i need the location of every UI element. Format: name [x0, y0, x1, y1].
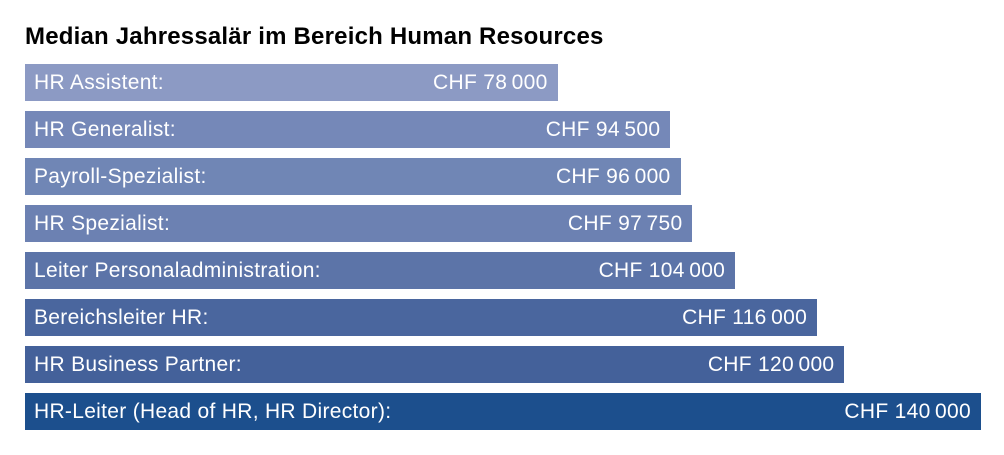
bar-value: CHF 78 000: [433, 70, 548, 94]
chart-title: Median Jahressalär im Bereich Human Reso…: [25, 23, 604, 50]
bar-label: Bereichsleiter HR:: [34, 305, 209, 329]
bar-value: CHF 104 000: [598, 258, 726, 282]
bar-label: HR Spezialist:: [34, 211, 171, 235]
bar-value: CHF 94 500: [545, 117, 661, 141]
bar-label: HR-Leiter (Head of HR, HR Director):: [34, 399, 392, 423]
bar-label: HR Assistent:: [34, 70, 164, 94]
bar-label: Leiter Personaladministration:: [34, 258, 321, 282]
bar-row: Payroll-Spezialist: CHF 96 000: [25, 158, 681, 195]
bar-value: CHF 140 000: [844, 399, 971, 423]
bar-label: HR Generalist:: [34, 117, 176, 141]
bar-row: Bereichsleiter HR: CHF 116 000: [25, 299, 818, 336]
bar-value: CHF 96 000: [555, 164, 671, 188]
bar-row: HR-Leiter (Head of HR, HR Director): CHF …: [25, 393, 981, 430]
bar-value: CHF 116 000: [682, 305, 808, 329]
bar-list: HR Assistent: CHF 78 000 HR Generalist: CHF…: [25, 64, 981, 430]
bar-row: HR Business Partner: CHF 120 000: [25, 346, 845, 383]
bar-label: HR Business Partner:: [34, 352, 242, 376]
bar-value: CHF 120 000: [707, 352, 835, 376]
bar-row: HR Assistent: CHF 78 000: [25, 64, 558, 101]
bar-value: CHF 97 750: [567, 211, 683, 235]
bar-row: HR Generalist: CHF 94 500: [25, 111, 671, 148]
bar-label: Payroll-Spezialist:: [34, 164, 207, 188]
bar-row: Leiter Personaladministration: CHF 104 00…: [25, 252, 736, 289]
salary-bar-chart: Median Jahressalär im Bereich Human Reso…: [25, 24, 981, 430]
bar-row: HR Spezialist: CHF 97 750: [25, 205, 693, 242]
